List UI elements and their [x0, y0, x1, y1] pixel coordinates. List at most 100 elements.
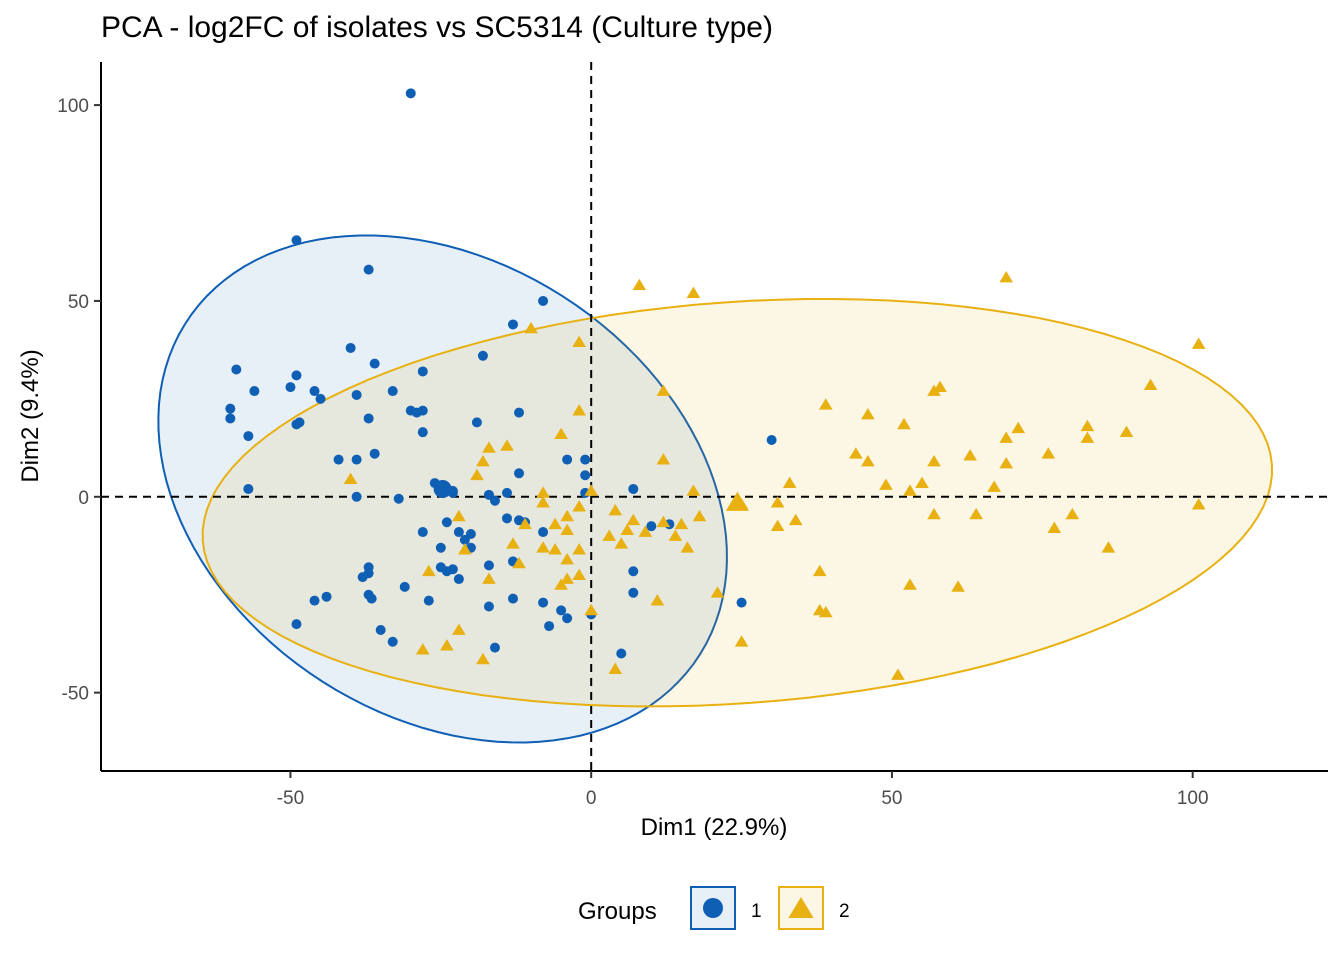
point-group-2 [897, 417, 911, 430]
point-group-1 [501, 513, 512, 524]
point-group-2 [536, 496, 550, 508]
point-group-2 [476, 455, 490, 467]
point-group-2 [415, 643, 430, 655]
point-group-1 [357, 572, 368, 583]
point-group-2 [710, 586, 725, 598]
point-group-1 [471, 417, 482, 428]
point-group-2 [692, 509, 707, 522]
confidence-ellipses [157, 234, 1274, 744]
point-group-1 [477, 350, 488, 361]
point-group-2 [560, 552, 574, 565]
point-group-2 [915, 476, 929, 488]
centroid-group-2 [725, 491, 749, 511]
point-group-2 [452, 509, 466, 522]
point-group-2 [476, 652, 490, 665]
point-group-2 [482, 441, 496, 453]
point-group-2 [999, 270, 1014, 283]
point-group-2 [686, 286, 701, 298]
point-group-2 [572, 543, 586, 555]
point-group-1 [441, 517, 452, 528]
point-group-2 [560, 572, 574, 584]
point-group-2 [1065, 507, 1080, 520]
point-group-2 [572, 500, 586, 512]
point-group-1 [405, 88, 416, 99]
point-group-2 [1080, 419, 1095, 432]
point-group-2 [620, 523, 635, 535]
point-group-1 [562, 613, 573, 624]
point-group-2 [927, 455, 941, 467]
point-group-1 [459, 534, 470, 545]
point-group-1 [489, 495, 500, 506]
point-group-2 [584, 484, 599, 496]
point-group-2 [770, 519, 785, 532]
point-group-2 [572, 568, 586, 581]
point-group-2 [861, 455, 875, 467]
point-group-2 [734, 635, 749, 647]
point-group-1 [628, 566, 639, 577]
point-group-2 [903, 578, 917, 590]
point-group-2 [343, 472, 358, 485]
point-group-1 [447, 564, 458, 575]
point-group-2 [536, 486, 550, 498]
point-group-1 [387, 386, 398, 397]
point-group-2 [927, 384, 941, 396]
point-group-2 [1047, 521, 1062, 534]
x-axis-title: Dim1 (22.9%) [641, 814, 788, 841]
chart-title: PCA - log2FC of isolates vs SC5314 (Cult… [101, 11, 773, 44]
point-group-2 [818, 605, 833, 618]
point-group-1 [225, 413, 236, 424]
point-group-1 [291, 619, 302, 630]
point-group-2 [770, 496, 785, 508]
point-group-2 [452, 623, 466, 635]
legend-title: Groups [578, 898, 657, 925]
point-group-2 [668, 529, 683, 541]
y-tick-label: 50 [68, 292, 89, 313]
point-group-1 [508, 593, 519, 604]
point-group-2 [1119, 425, 1134, 438]
point-group-1 [435, 542, 446, 553]
point-group-2 [548, 517, 562, 530]
point-group-2 [782, 476, 797, 488]
point-group-2 [686, 484, 701, 496]
point-group-1 [333, 454, 344, 465]
y-tick-label: 100 [57, 96, 89, 117]
point-group-2 [572, 404, 586, 416]
point-group-2 [554, 578, 568, 590]
point-group-1 [243, 483, 254, 494]
point-group-1 [363, 264, 374, 275]
point-group-2 [969, 507, 983, 520]
point-group-1 [366, 593, 377, 604]
point-group-2 [560, 523, 574, 535]
point-group-1 [417, 527, 428, 538]
point-group-2 [608, 662, 623, 675]
point-group-2 [536, 541, 550, 553]
point-group-1 [351, 454, 362, 465]
point-group-1 [417, 427, 428, 438]
x-tick-label: 50 [881, 788, 902, 809]
x-tick-label: 0 [586, 788, 597, 809]
point-group-1 [646, 521, 657, 532]
point-group-1 [562, 454, 573, 465]
point-group-2 [879, 478, 893, 490]
point-group-2 [602, 529, 617, 541]
point-group-1 [387, 636, 398, 647]
point-group-2 [554, 427, 568, 440]
point-group-1 [411, 407, 422, 418]
point-group-2 [512, 556, 526, 569]
y-tick-label: 0 [78, 488, 89, 509]
point-group-1 [580, 454, 591, 465]
point-group-2 [1191, 498, 1206, 510]
point-group-2 [608, 504, 623, 516]
point-group-2 [849, 447, 863, 459]
point-group-2 [518, 517, 532, 530]
point-group-1 [628, 587, 639, 598]
point-group-2 [656, 515, 671, 528]
point-group-2 [1191, 337, 1206, 349]
point-group-2 [1011, 421, 1026, 434]
point-group-1 [544, 621, 555, 632]
y-axis-title: Dim2 (9.4%) [17, 349, 44, 482]
point-group-1 [321, 591, 332, 602]
point-group-1 [345, 342, 356, 353]
point-group-1 [231, 364, 242, 375]
